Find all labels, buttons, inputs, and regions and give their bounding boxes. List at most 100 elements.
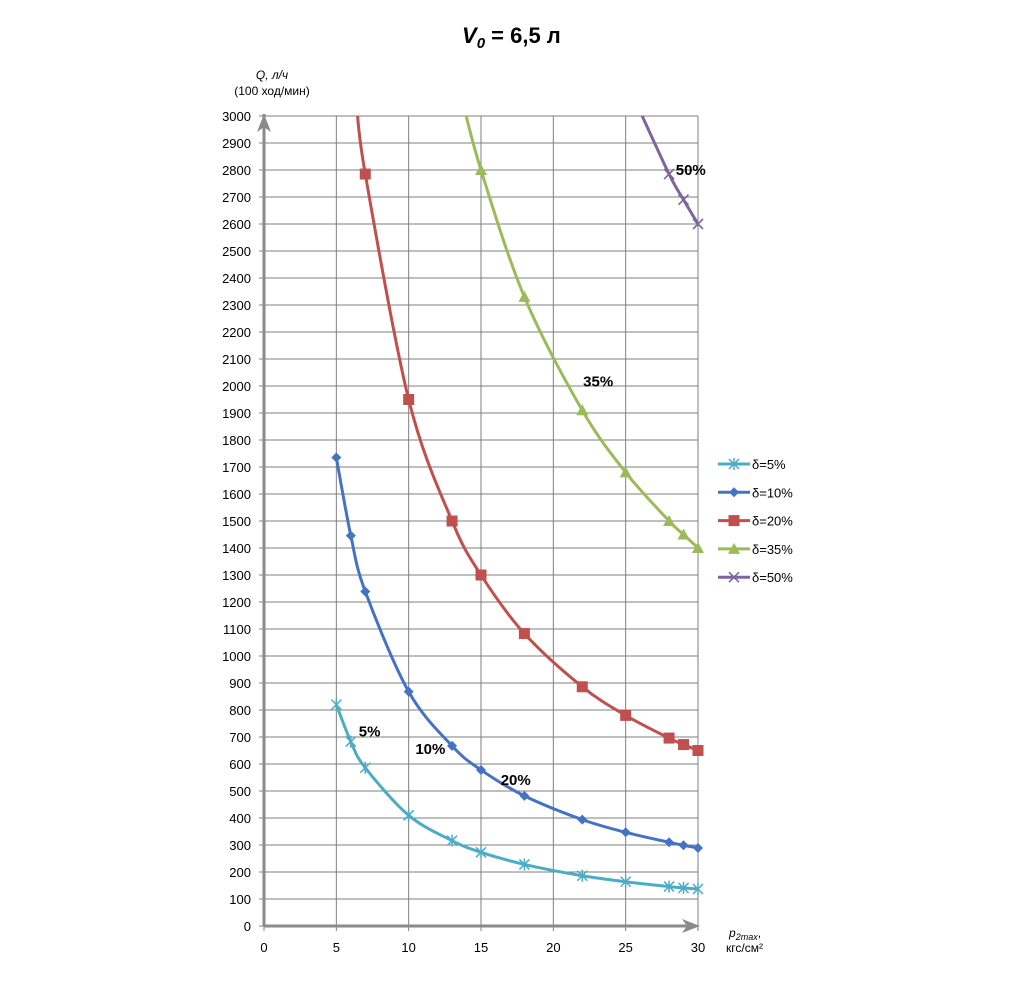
curve-label: 35% [583, 373, 613, 390]
tick-label-y: 1200 [222, 595, 251, 610]
tick-label-y: 600 [229, 757, 251, 772]
data-point [663, 880, 675, 893]
x-axis-label-symbol: p [728, 926, 736, 940]
tick-label-y: 2000 [222, 379, 251, 394]
x-axis-label-subscript: 2max [735, 932, 759, 942]
series-line [464, 116, 700, 550]
legend-swatch-marker [729, 487, 739, 498]
data-point [692, 745, 704, 756]
data-point [620, 709, 632, 721]
tick-label-x: 20 [546, 940, 560, 955]
tick-label-y: 900 [229, 676, 251, 691]
data-point [360, 586, 371, 597]
legend-entry-4: δ=35% [718, 542, 793, 557]
series-1 [330, 698, 704, 896]
data-point [475, 569, 487, 581]
tick-label-x: 15 [474, 940, 488, 955]
data-point [518, 858, 530, 871]
axes [257, 114, 700, 933]
data-point [663, 732, 675, 744]
tick-label-y: 300 [229, 838, 251, 853]
data-point [663, 515, 676, 526]
data-point [345, 735, 357, 748]
legend-label: δ=20% [752, 514, 793, 529]
y-axis-label-line1: Q, л/ч [256, 68, 288, 82]
tick-label-y: 1600 [222, 487, 251, 502]
tick-label-y: 2600 [222, 217, 251, 232]
data-point [577, 814, 588, 825]
data-point [446, 834, 458, 847]
legend: δ=5% δ=10% δ=20% δ=35% δ=50% [718, 457, 793, 585]
chart-title-rest: = 6,5 л [485, 23, 561, 48]
data-point [576, 404, 589, 416]
data-point [359, 168, 371, 180]
x-axis-label-line2: кгс/см² [726, 941, 763, 955]
data-point [678, 840, 689, 851]
tick-label-y: 1900 [222, 406, 251, 421]
legend-label: δ=10% [752, 485, 793, 500]
tick-label-y: 0 [244, 919, 251, 934]
data-point [447, 740, 458, 751]
data-point [345, 530, 356, 541]
tick-label-x: 5 [333, 940, 340, 955]
series-group [330, 116, 704, 896]
curve-label: 10% [415, 741, 445, 758]
data-point [475, 164, 487, 175]
chart-title-subscript: 0 [477, 35, 486, 52]
tick-label-y: 2800 [222, 163, 251, 178]
chart-title-main: V [462, 23, 479, 48]
data-point [663, 168, 675, 180]
tick-label-y: 500 [229, 784, 251, 799]
grid [264, 115, 699, 926]
data-point [331, 452, 342, 463]
data-point [576, 681, 588, 693]
tick-label-y: 2700 [222, 190, 251, 205]
series-line [640, 116, 700, 225]
data-point [692, 542, 704, 553]
tick-label-y: 1500 [222, 514, 251, 529]
tick-label-y: 1700 [222, 460, 251, 475]
tick-label-y: 1400 [222, 541, 251, 556]
data-point [620, 875, 632, 888]
data-point [403, 686, 414, 697]
legend-label: δ=35% [752, 542, 793, 557]
data-point [576, 869, 588, 882]
tick-label-y: 100 [229, 892, 251, 907]
legend-entry-3: δ=20% [718, 514, 793, 529]
series-4 [464, 116, 704, 553]
x-axis-arrow [682, 919, 700, 933]
data-point [475, 846, 487, 859]
y-axis-arrow [257, 114, 271, 132]
curve-label: 5% [359, 724, 381, 741]
curve-annotations: 5% 10% 20% 35% 50% [359, 162, 706, 789]
data-point [692, 218, 704, 230]
tick-label-y: 1300 [222, 568, 251, 583]
tick-label-y: 200 [229, 865, 251, 880]
tick-label-y: 2200 [222, 325, 251, 340]
legend-swatch-marker [728, 458, 740, 470]
tick-label-y: 2500 [222, 244, 251, 259]
legend-label: δ=5% [752, 457, 786, 472]
series-line [334, 457, 699, 850]
tick-label-y: 1000 [222, 649, 251, 664]
tick-label-y: 800 [229, 703, 251, 718]
tick-label-x: 30 [691, 940, 705, 955]
series-5 [640, 116, 704, 230]
chart-title: V0 = 6,5 л [462, 23, 561, 52]
tick-label-y: 2300 [222, 298, 251, 313]
series-line [334, 704, 699, 891]
legend-entry-1: δ=5% [718, 457, 786, 472]
tick-label-y: 1100 [223, 622, 251, 637]
data-point [692, 883, 704, 896]
legend-label: δ=50% [752, 570, 793, 585]
data-point [678, 881, 690, 894]
data-point [678, 739, 690, 751]
data-point [619, 466, 632, 478]
tick-label-y: 2400 [222, 271, 251, 286]
data-point [677, 194, 690, 206]
tick-label-y: 1800 [222, 433, 251, 448]
tick-label-x: 10 [401, 940, 415, 955]
tick-label-y: 2100 [222, 352, 251, 367]
tick-label-y: 700 [229, 730, 251, 745]
